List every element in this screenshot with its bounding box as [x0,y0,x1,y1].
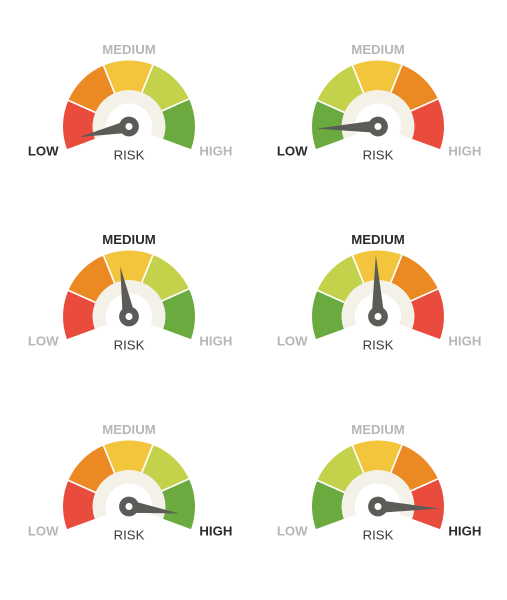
label-risk: RISK [114,338,145,353]
gauge-low-inverted: LOW HIGH MEDIUM RISK [259,20,498,200]
label-risk: RISK [362,528,393,543]
gauge-hub-hole [126,123,133,130]
label-risk: RISK [114,528,145,543]
label-medium: MEDIUM [351,42,404,57]
label-risk: RISK [114,148,145,163]
gauge-hub-hole [374,123,381,130]
label-low: LOW [277,524,308,539]
gauge-high-inverted: LOW HIGH MEDIUM RISK [259,400,498,580]
label-low: LOW [28,334,59,349]
gauge-hub-hole [374,503,381,510]
gauge-medium-inverted: LOW HIGH MEDIUM RISK [259,210,498,390]
label-high: HIGH [200,524,233,539]
label-medium: MEDIUM [103,232,156,247]
label-high: HIGH [200,144,233,159]
label-low: LOW [28,524,59,539]
gauge-hub-hole [374,313,381,320]
label-high: HIGH [448,334,481,349]
label-medium: MEDIUM [351,232,404,247]
label-risk: RISK [362,338,393,353]
gauge-grid: LOW HIGH MEDIUM RISK LOW HIGH MEDIUM RISK LOW HIG… [0,0,507,600]
gauge-medium: LOW HIGH MEDIUM RISK [10,210,249,390]
label-medium: MEDIUM [103,422,156,437]
gauge-high: LOW HIGH MEDIUM RISK [10,400,249,580]
label-medium: MEDIUM [103,42,156,57]
label-low: LOW [277,334,308,349]
gauge-hub-hole [126,503,133,510]
label-medium: MEDIUM [351,422,404,437]
label-risk: RISK [362,148,393,163]
label-low: LOW [28,144,59,159]
label-high: HIGH [448,144,481,159]
gauge-hub-hole [126,313,133,320]
label-low: LOW [277,144,308,159]
label-high: HIGH [448,524,481,539]
label-high: HIGH [200,334,233,349]
gauge-low: LOW HIGH MEDIUM RISK [10,20,249,200]
